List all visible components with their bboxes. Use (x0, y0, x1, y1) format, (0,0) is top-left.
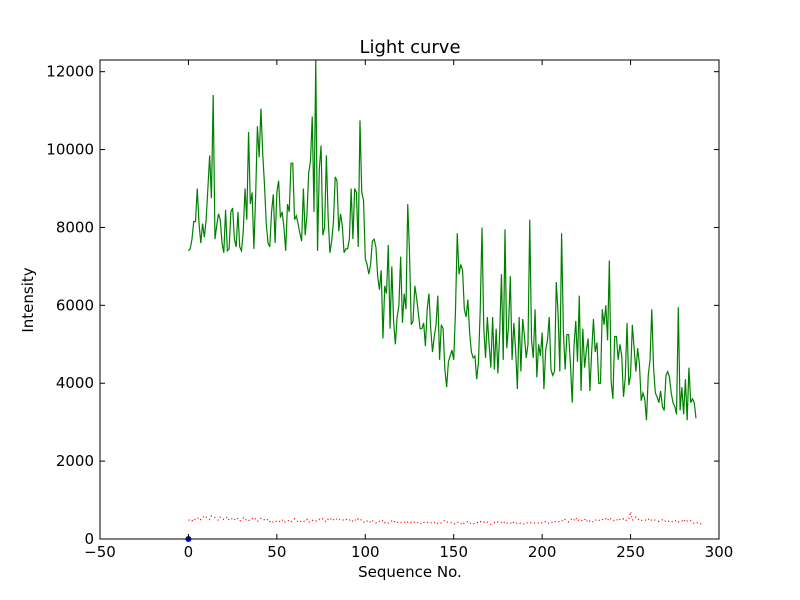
x-tick-label: 150 (439, 543, 468, 561)
y-tick-label: 2000 (56, 452, 94, 470)
y-tick-label: 6000 (56, 296, 94, 314)
y-tick-label: 4000 (56, 374, 94, 392)
series-0-line (187, 59, 697, 421)
x-tick-label: 300 (705, 543, 734, 561)
x-tick-label: 200 (528, 543, 557, 561)
plot-area (185, 59, 704, 542)
x-tick-label: 100 (351, 543, 380, 561)
x-axis-label: Sequence No. (358, 563, 462, 581)
y-tick-label: 12000 (46, 63, 94, 81)
y-tick-label: 0 (84, 530, 94, 548)
y-tick-label: 10000 (46, 141, 94, 159)
x-axis-ticks: −50 0 50 100 150 200 250 300 (84, 60, 733, 561)
chart-title: Light curve (359, 37, 460, 58)
series-1-line (188, 511, 704, 526)
x-tick-label: 50 (267, 543, 286, 561)
x-tick-label: 250 (616, 543, 645, 561)
x-tick-label: −50 (84, 543, 116, 561)
y-axis-label: Intensity (19, 267, 37, 332)
y-axis-ticks: 0 2000 4000 6000 8000 10000 12000 (46, 63, 719, 548)
plot-frame (99, 59, 720, 540)
y-tick-label: 8000 (56, 218, 94, 236)
x-tick-label: 0 (184, 543, 194, 561)
